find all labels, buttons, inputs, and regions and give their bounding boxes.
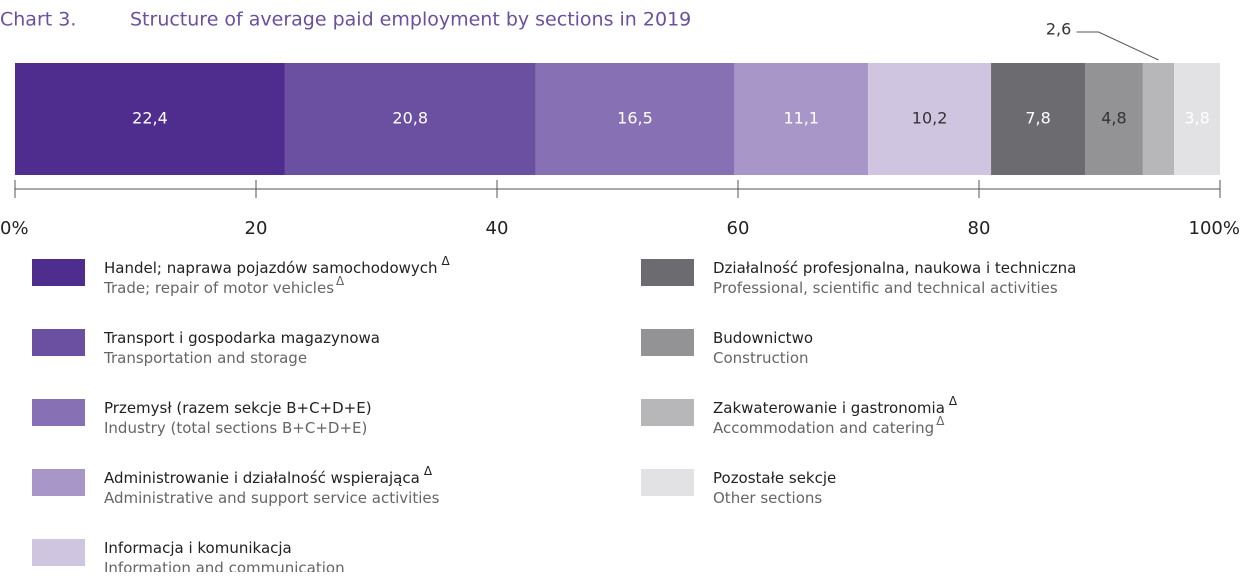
legend-swatch	[641, 329, 694, 356]
legend-label-en: Construction	[713, 349, 809, 367]
value-label: 20,8	[392, 109, 428, 128]
legend-name-en: Information and communication	[104, 559, 345, 573]
legend-name: Przemysł (razem sekcje B+C+D+E)	[104, 399, 372, 417]
legend-name-en: Construction	[713, 349, 809, 367]
value-label: 4,8	[1101, 109, 1126, 128]
bar-segment	[1142, 63, 1175, 175]
value-label: 2,6	[1046, 20, 1071, 39]
legend-flag: Δ	[936, 414, 945, 428]
legend-label: Przemysł (razem sekcje B+C+D+E)	[104, 399, 372, 417]
legend-label: Informacja i komunikacja	[104, 539, 292, 557]
x-tick-label: 80	[968, 218, 991, 239]
legend-flag: Δ	[949, 394, 958, 408]
x-tick-label: 20	[245, 218, 268, 239]
legend-label: Działalność profesjonalna, naukowa i tec…	[713, 259, 1076, 277]
chart-label: Chart 3.	[0, 9, 76, 31]
legend-swatch	[32, 399, 85, 426]
legend-name-en: Transportation and storage	[103, 349, 307, 367]
bar-segment	[535, 63, 735, 175]
legend-label-en: Trade; repair of motor vehicles Δ	[103, 274, 345, 297]
legend-label-en: Administrative and support service activ…	[104, 489, 440, 507]
legend-swatch	[32, 469, 85, 496]
chart-title: Structure of average paid employment by …	[130, 9, 691, 31]
legend-label-en: Professional, scientific and technical a…	[713, 279, 1058, 297]
value-label: 7,8	[1025, 109, 1050, 128]
legend-label-en: Industry (total sections B+C+D+E)	[104, 419, 367, 437]
legend-name-en: Trade; repair of motor vehicles	[103, 279, 334, 297]
legend-flag: Δ	[442, 254, 451, 268]
legend-label-en: Other sections	[713, 489, 822, 507]
legend-label: Zakwaterowanie i gastronomia Δ	[713, 394, 958, 417]
legend-name-en: Professional, scientific and technical a…	[713, 279, 1058, 297]
legend-label-en: Information and communication	[104, 559, 345, 573]
legend-flag: Δ	[336, 274, 345, 288]
legend-swatch	[32, 539, 85, 566]
legend-label: Pozostałe sekcje	[713, 469, 836, 487]
legend-name-en: Administrative and support service activ…	[104, 489, 440, 507]
legend-name: Transport i gospodarka magazynowa	[103, 329, 380, 347]
legend-label: Administrowanie i działalność wspierając…	[104, 464, 433, 487]
legend-label: Budownictwo	[713, 329, 813, 347]
x-tick-label: 0%	[0, 218, 29, 239]
legend-swatch	[641, 259, 694, 286]
legend-swatch	[32, 329, 85, 356]
bar-segment	[1174, 63, 1220, 175]
legend-name: Zakwaterowanie i gastronomia	[713, 399, 945, 417]
bar-segment	[991, 63, 1086, 175]
value-label: 3,8	[1184, 109, 1209, 128]
bar-segment	[284, 63, 536, 175]
legend-name: Pozostałe sekcje	[713, 469, 836, 487]
value-label: 11,1	[783, 109, 819, 128]
bar-segment	[868, 63, 992, 175]
leader-line	[1076, 31, 1159, 61]
bar-segment	[1085, 63, 1143, 175]
legend-name: Handel; naprawa pojazdów samochodowych	[104, 259, 438, 277]
legend-name-en: Accommodation and catering	[713, 419, 934, 437]
legend-swatch	[641, 469, 694, 496]
legend-label-en: Accommodation and catering Δ	[713, 414, 945, 437]
legend-name: Budownictwo	[713, 329, 813, 347]
legend-flag: Δ	[424, 464, 433, 478]
legend-name: Administrowanie i działalność wspierając…	[104, 469, 420, 487]
x-tick-label: 100%	[1189, 218, 1240, 239]
x-tick-label: 40	[486, 218, 509, 239]
legend-swatch	[32, 259, 85, 286]
value-label: 22,4	[132, 109, 168, 128]
legend-label: Handel; naprawa pojazdów samochodowych Δ	[104, 254, 451, 277]
x-tick-label: 60	[727, 218, 750, 239]
bar-segment	[15, 63, 285, 175]
legend-swatch	[641, 399, 694, 426]
value-label: 16,5	[617, 109, 653, 128]
legend-name-en: Industry (total sections B+C+D+E)	[104, 419, 367, 437]
legend-label-en: Transportation and storage	[103, 349, 307, 367]
legend-name-en: Other sections	[713, 489, 822, 507]
legend-name: Informacja i komunikacja	[104, 539, 292, 557]
legend-name: Działalność profesjonalna, naukowa i tec…	[713, 259, 1076, 277]
value-label: 10,2	[912, 109, 948, 128]
bar-segment	[734, 63, 869, 175]
legend-label: Transport i gospodarka magazynowa	[103, 329, 380, 347]
